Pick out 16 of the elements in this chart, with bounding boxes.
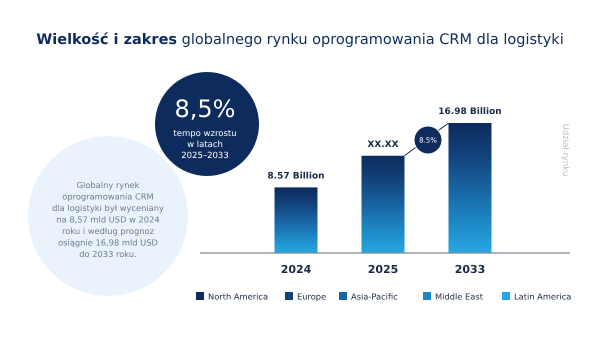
annotation: tempo wzrostu w latach 2025–2033 <box>173 129 237 161</box>
data-label: 16.98 Billion <box>438 107 502 117</box>
text: 8,5% <box>174 95 236 123</box>
legend-label: Europe <box>297 292 326 302</box>
x-tick-label: 2024 <box>280 263 312 276</box>
legend-label: Latin America <box>514 292 572 302</box>
legend-label: North America <box>208 292 268 302</box>
legend-label: Middle East <box>435 292 484 302</box>
text: Globalny rynek oprogramowania CRM dla logistyki był wyceniany na 8,57 mld USD w 2024 roku i według prognoz osiągnie 16,98 mld USD do 2033 roku. <box>52 180 164 259</box>
data-label: 8.57 Billion <box>267 171 325 182</box>
data-label: XX.XX <box>367 140 399 150</box>
annotation: Udział rynku <box>560 124 570 176</box>
chart-title: Wielkość i zakres globalnego rynku oprogramowania CRM dla logistyki <box>36 32 564 48</box>
legend-label: Asia-Pacific <box>351 292 398 302</box>
x-tick-label: 2033 <box>454 263 486 276</box>
x-tick-label: 2025 <box>368 263 398 276</box>
